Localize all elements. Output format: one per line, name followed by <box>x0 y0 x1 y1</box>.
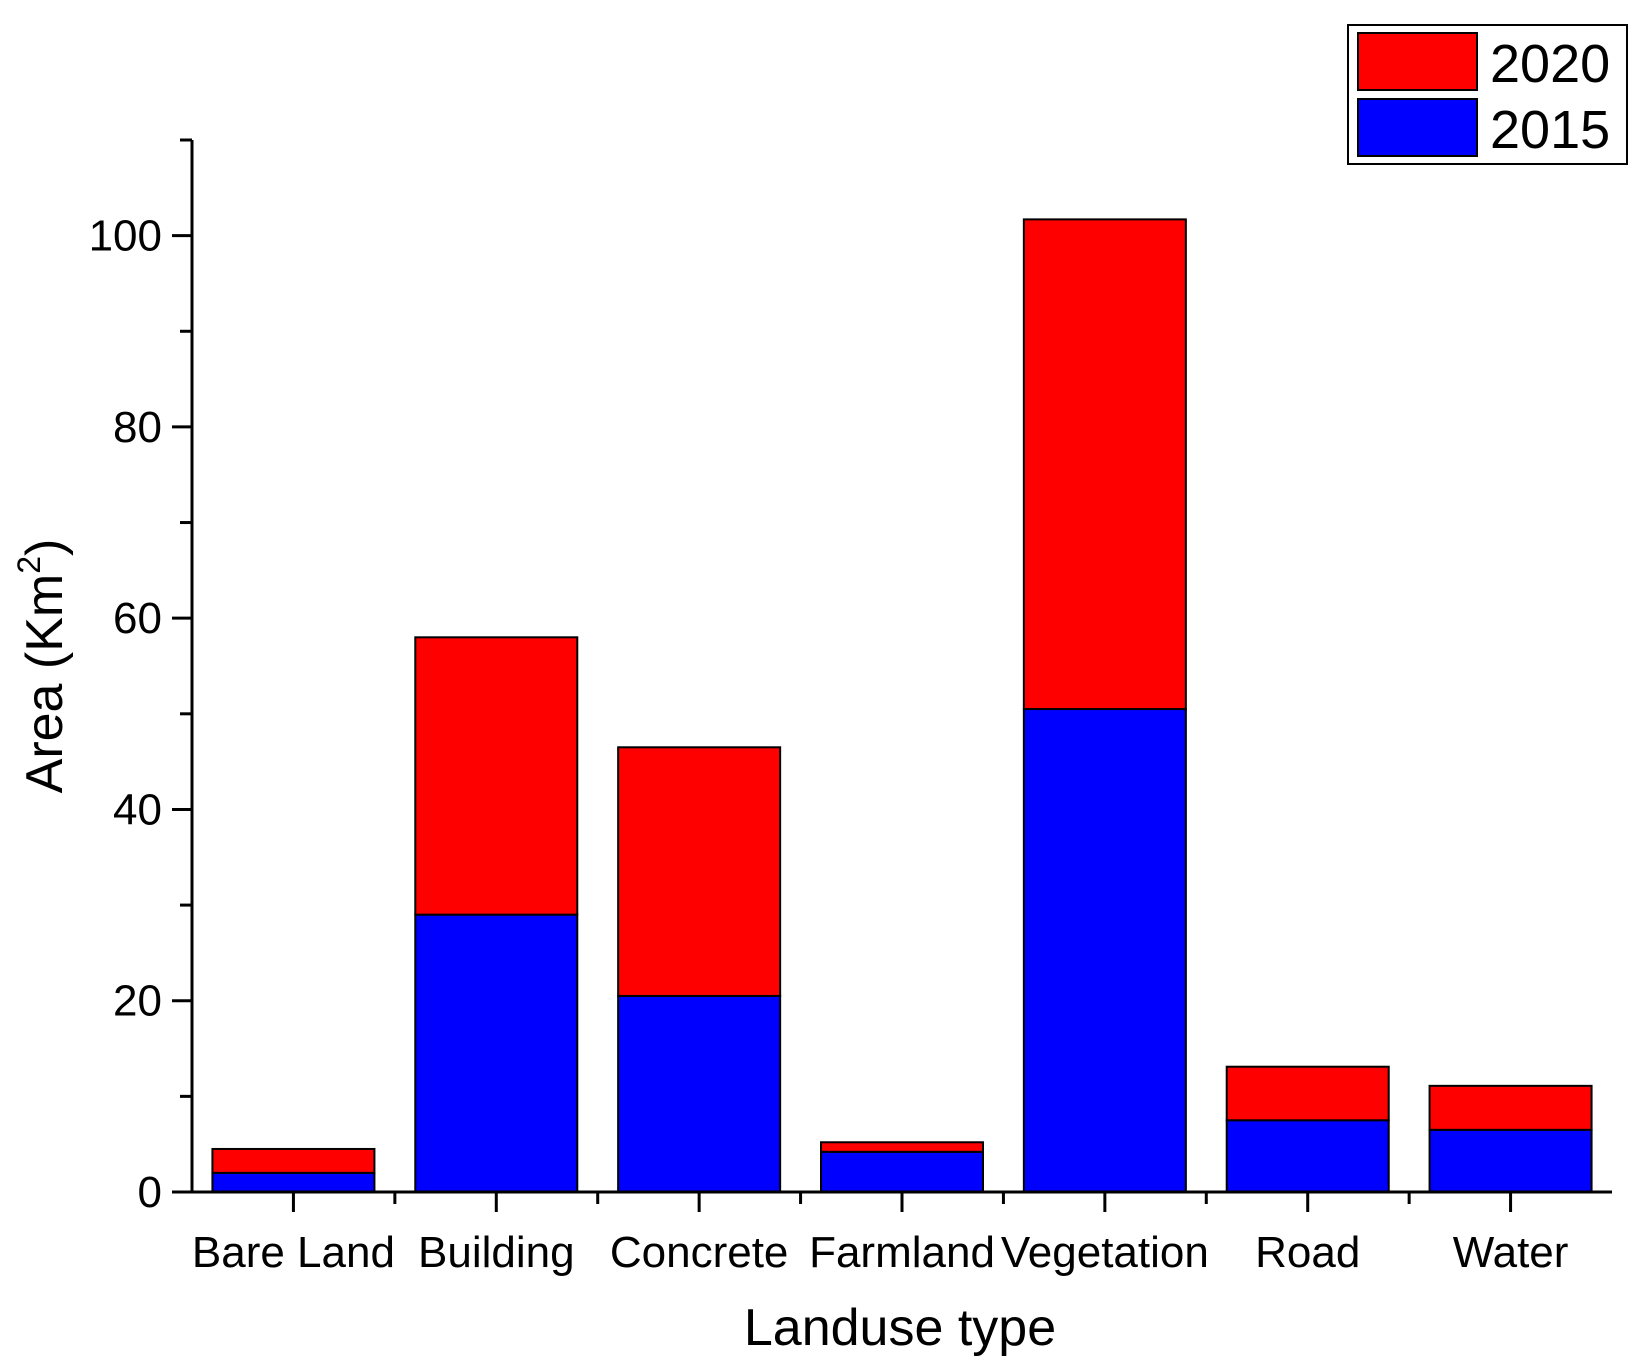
x-tick-label-concrete: Concrete <box>610 1228 789 1277</box>
bar-vegetation-2020 <box>1022 218 1187 711</box>
x-tick-label-road: Road <box>1255 1228 1360 1277</box>
x-axis-title: Landuse type <box>744 1299 1056 1357</box>
bar-concrete-2020 <box>617 746 782 997</box>
bar-water-2015 <box>1428 1128 1593 1193</box>
x-tick-label-water: Water <box>1453 1228 1569 1277</box>
y-axis-title-main: Area (Km <box>16 574 74 794</box>
x-tick-label-farmland: Farmland <box>809 1228 995 1277</box>
y-axis-ticks: 0 20 40 60 80 100 <box>89 138 192 1217</box>
bar-vegetation-2015 <box>1022 708 1187 1193</box>
x-tick-label-vegetation: Vegetation <box>1001 1228 1209 1277</box>
bar-building-2015 <box>414 913 579 1193</box>
legend-label-2020: 2020 <box>1490 34 1610 94</box>
y-axis-title-superscript: 2 <box>11 556 47 574</box>
legend: 2020 2015 <box>1347 24 1628 165</box>
bar-bare-land-2015 <box>211 1171 376 1193</box>
bars-layer <box>211 218 1593 1194</box>
y-tick-label: 80 <box>113 403 162 452</box>
bar-road-2015 <box>1225 1119 1390 1193</box>
bar-farmland-2020 <box>820 1141 984 1153</box>
y-axis-title: Area (Km2) <box>11 539 74 794</box>
bar-water-2020 <box>1428 1084 1593 1131</box>
bar-bare-land-2020 <box>211 1147 376 1174</box>
y-axis-title-close: ) <box>16 539 74 556</box>
bar-concrete-2015 <box>617 994 782 1193</box>
x-axis-ticks: Bare Land Building Concrete Farmland Vegetat… <box>192 1192 1569 1277</box>
y-tick-label: 60 <box>113 594 162 643</box>
y-tick-label: 40 <box>113 785 162 834</box>
bar-building-2020 <box>414 636 579 916</box>
bar-road-2020 <box>1225 1065 1390 1122</box>
bar-farmland-2015 <box>820 1150 984 1194</box>
y-tick-label: 100 <box>89 212 162 261</box>
legend-label-2015: 2015 <box>1490 100 1610 160</box>
legend-swatch-2015 <box>1357 98 1478 157</box>
y-tick-label: 0 <box>138 1168 162 1217</box>
x-tick-label-bare-land: Bare Land <box>192 1228 395 1277</box>
legend-swatch-2020 <box>1357 32 1478 91</box>
y-tick-label: 20 <box>113 977 162 1026</box>
x-tick-label-building: Building <box>418 1228 575 1277</box>
